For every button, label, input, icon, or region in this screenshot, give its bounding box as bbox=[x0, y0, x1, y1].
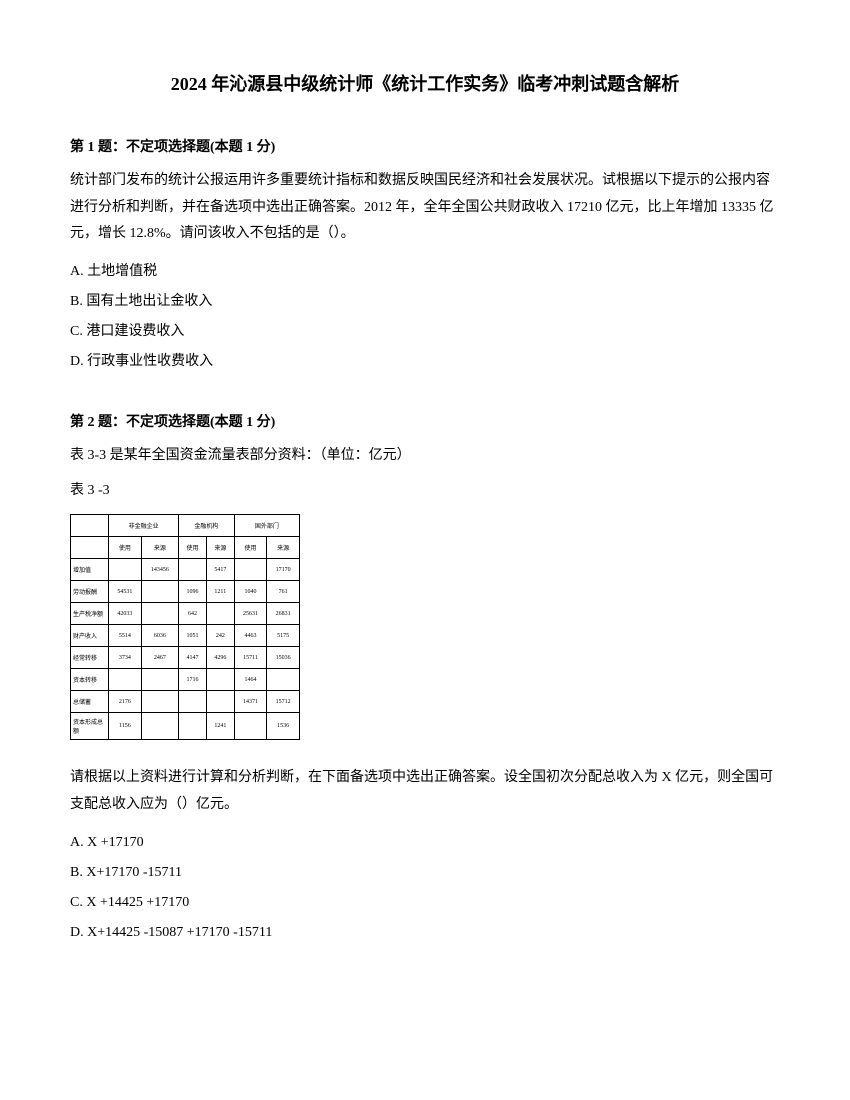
table-row: 经常转移 3734 2467 4147 4296 15711 15036 bbox=[71, 647, 300, 669]
table-cell: 2176 bbox=[109, 691, 142, 713]
q1-option-a: A. 土地增值税 bbox=[70, 258, 780, 286]
table-cell bbox=[109, 559, 142, 581]
table-cell: 42033 bbox=[109, 603, 142, 625]
table-cell: 15036 bbox=[267, 647, 300, 669]
table-row: 增加值 143456 5417 17170 bbox=[71, 559, 300, 581]
table-cell bbox=[141, 581, 179, 603]
table-cell: 1536 bbox=[267, 713, 300, 740]
table-cell: 1156 bbox=[109, 713, 142, 740]
table-row: 生产税净额 42033 642 25631 26831 bbox=[71, 603, 300, 625]
table-row: 劳动报酬 54531 1096 1211 1040 761 bbox=[71, 581, 300, 603]
table-cell: 资本转移 bbox=[71, 669, 109, 691]
table-cell: 17170 bbox=[267, 559, 300, 581]
table-cell: 生产税净额 bbox=[71, 603, 109, 625]
table-cell bbox=[179, 713, 207, 740]
table-cell: 1051 bbox=[179, 625, 207, 647]
table-cell: 642 bbox=[179, 603, 207, 625]
table-cell: 242 bbox=[206, 625, 234, 647]
q1-body: 统计部门发布的统计公报运用许多重要统计指标和数据反映国民经济和社会发展状况。试根… bbox=[70, 168, 780, 248]
table-subheader: 使用 bbox=[179, 537, 207, 559]
table-cell: 143456 bbox=[141, 559, 179, 581]
table-cell: 5417 bbox=[206, 559, 234, 581]
table-row: 资本形成总额 1156 1241 1536 bbox=[71, 713, 300, 740]
table-cell: 14371 bbox=[234, 691, 267, 713]
table-subheader-row: 使用 来源 使用 来源 使用 来源 bbox=[71, 537, 300, 559]
table-cell: 财产收入 bbox=[71, 625, 109, 647]
table-cell: 经常转移 bbox=[71, 647, 109, 669]
table-cell: 761 bbox=[267, 581, 300, 603]
table-cell bbox=[141, 713, 179, 740]
table-cell: 5514 bbox=[109, 625, 142, 647]
table-subheader: 来源 bbox=[206, 537, 234, 559]
table-cell bbox=[267, 669, 300, 691]
q2-body: 请根据以上资料进行计算和分析判断，在下面备选项中选出正确答案。设全国初次分配总收… bbox=[70, 765, 780, 818]
table-cell bbox=[109, 669, 142, 691]
table-row: 财产收入 5514 6036 1051 242 4463 5175 bbox=[71, 625, 300, 647]
table-cell: 54531 bbox=[109, 581, 142, 603]
table-row: 总储蓄 2176 14371 15712 bbox=[71, 691, 300, 713]
table-subheader: 使用 bbox=[234, 537, 267, 559]
table-cell bbox=[234, 713, 267, 740]
table-cell bbox=[206, 691, 234, 713]
q2-option-a: A. X +17170 bbox=[70, 829, 780, 857]
table-cell: 1040 bbox=[234, 581, 267, 603]
q2-header: 第 2 题：不定项选择题(本题 1 分) bbox=[70, 411, 780, 431]
document-title: 2024 年沁源县中级统计师《统计工作实务》临考冲刺试题含解析 bbox=[70, 70, 780, 96]
table-header-row: 非金融企业 金融机构 国外部门 bbox=[71, 515, 300, 537]
table-cell bbox=[141, 669, 179, 691]
table-cell bbox=[141, 691, 179, 713]
table-cell bbox=[179, 691, 207, 713]
data-table: 非金融企业 金融机构 国外部门 使用 来源 使用 来源 使用 来源 增加值 14… bbox=[70, 514, 300, 740]
table-cell: 1241 bbox=[206, 713, 234, 740]
table-cell: 总储蓄 bbox=[71, 691, 109, 713]
table-subheader: 来源 bbox=[267, 537, 300, 559]
q2-table-label: 表 3 -3 bbox=[70, 479, 780, 499]
q1-option-d: D. 行政事业性收费收入 bbox=[70, 348, 780, 376]
q2-option-d: D. X+14425 -15087 +17170 -15711 bbox=[70, 919, 780, 947]
table-header: 非金融企业 bbox=[109, 515, 179, 537]
table-cell: 1716 bbox=[179, 669, 207, 691]
table-row: 资本转移 1716 1464 bbox=[71, 669, 300, 691]
table-cell: 5175 bbox=[267, 625, 300, 647]
table-cell: 15711 bbox=[234, 647, 267, 669]
table-cell: 4147 bbox=[179, 647, 207, 669]
table-cell: 26831 bbox=[267, 603, 300, 625]
table-cell bbox=[141, 603, 179, 625]
table-cell: 劳动报酬 bbox=[71, 581, 109, 603]
q1-option-c: C. 港口建设费收入 bbox=[70, 318, 780, 346]
table-cell: 6036 bbox=[141, 625, 179, 647]
table-cell: 3734 bbox=[109, 647, 142, 669]
table-cell: 1211 bbox=[206, 581, 234, 603]
table-cell: 15712 bbox=[267, 691, 300, 713]
table-cell: 2467 bbox=[141, 647, 179, 669]
table-subheader: 来源 bbox=[141, 537, 179, 559]
q1-option-b: B. 国有土地出让金收入 bbox=[70, 288, 780, 316]
table-cell: 4296 bbox=[206, 647, 234, 669]
table-cell: 资本形成总额 bbox=[71, 713, 109, 740]
table-cell: 增加值 bbox=[71, 559, 109, 581]
table-cell bbox=[179, 559, 207, 581]
table-header: 国外部门 bbox=[234, 515, 299, 537]
table-cell bbox=[234, 559, 267, 581]
q1-header: 第 1 题：不定项选择题(本题 1 分) bbox=[70, 136, 780, 156]
q2-option-b: B. X+17170 -15711 bbox=[70, 859, 780, 887]
table-subheader: 使用 bbox=[109, 537, 142, 559]
table-cell: 25631 bbox=[234, 603, 267, 625]
table-cell: 1464 bbox=[234, 669, 267, 691]
q2-option-c: C. X +14425 +17170 bbox=[70, 889, 780, 917]
table-cell: 1096 bbox=[179, 581, 207, 603]
table-header: 金融机构 bbox=[179, 515, 235, 537]
q2-intro: 表 3-3 是某年全国资金流量表部分资料：（单位：亿元） bbox=[70, 443, 780, 470]
table-cell bbox=[206, 603, 234, 625]
table-cell bbox=[206, 669, 234, 691]
table-cell: 4463 bbox=[234, 625, 267, 647]
